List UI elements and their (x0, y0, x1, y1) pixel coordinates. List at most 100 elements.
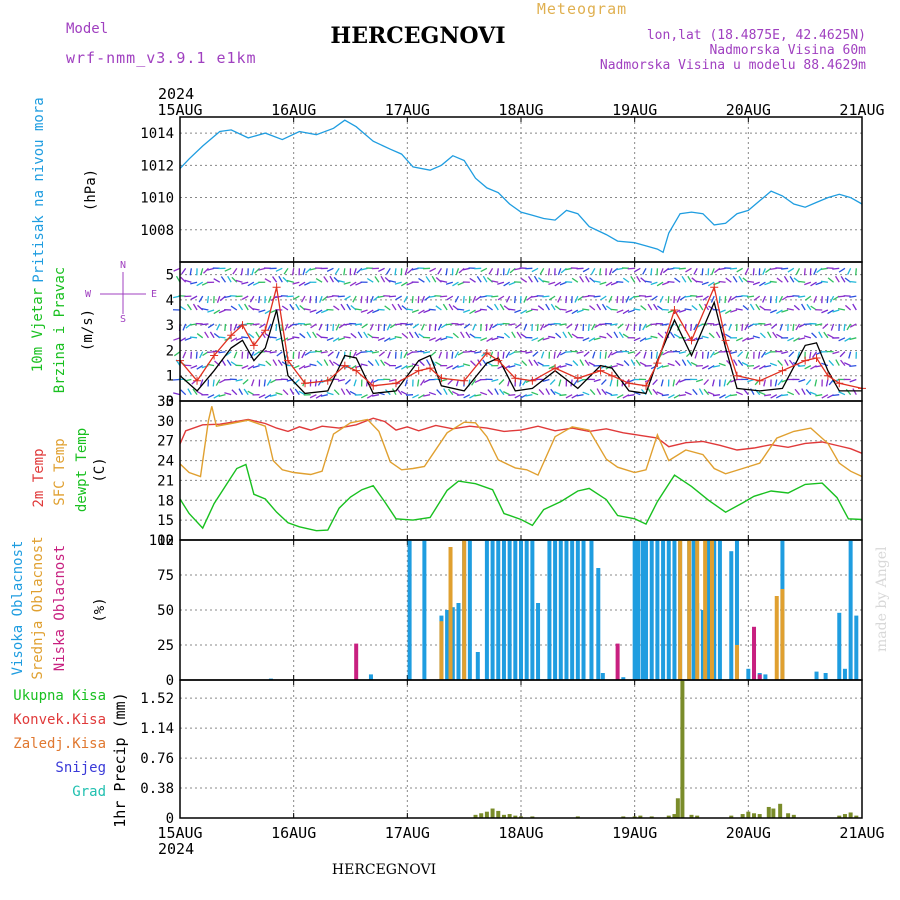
wind-arrow (240, 268, 244, 276)
wind-arrow (801, 388, 806, 396)
wind-gust-point (732, 371, 741, 380)
wind-arrow (604, 351, 607, 359)
x-tick-label-top: 15AUG (157, 101, 202, 119)
wind-arrow (838, 267, 846, 273)
wind-arrow (537, 305, 545, 311)
wind-arrow (784, 359, 789, 366)
wind-arrow (589, 388, 596, 396)
wind-arrow (377, 337, 385, 342)
wind-arrow (238, 303, 244, 311)
wind-arrow (476, 276, 482, 283)
wind-arrow (425, 359, 431, 366)
wind-arrow (370, 295, 374, 303)
wind-arrow (554, 391, 562, 396)
wind-arrow (627, 267, 635, 270)
wind-gust-point (460, 376, 469, 385)
wind-arrow (485, 323, 488, 331)
compass-rose-icon: N S W E (85, 260, 157, 325)
cloud-high-bar (717, 540, 722, 680)
wind-arrow (616, 309, 624, 314)
wind-arrow (764, 364, 772, 368)
station-title: HERCEGNOVI (330, 23, 505, 49)
wind-arrow (243, 388, 249, 396)
wind-arrow (451, 351, 454, 359)
wind-arrow-field (172, 267, 857, 399)
wind-arrow (471, 379, 477, 386)
compass-letter: E (151, 289, 157, 300)
wind-arrow (661, 323, 669, 326)
wind-arrow (574, 295, 579, 303)
wind-arrow (647, 303, 653, 311)
cloud-high-bar (501, 540, 506, 680)
wind-arrow (401, 332, 408, 339)
wind-arrow (318, 323, 323, 331)
wind-arrow (333, 305, 340, 311)
wind-arrow (616, 296, 619, 304)
wind-arrow (452, 365, 459, 370)
wind-arrow (589, 305, 596, 311)
wind-arrow (523, 323, 528, 331)
wind-arrow (463, 323, 471, 329)
wind-arrow (556, 351, 562, 359)
wind-arrow (309, 309, 317, 313)
wind-arrow (258, 363, 266, 367)
cloud-high-bar (581, 540, 586, 680)
wind-arrow (770, 309, 778, 314)
cloud-mid-bar (703, 540, 708, 680)
wind-arrow (505, 351, 511, 359)
wind-arrow (508, 323, 516, 326)
wind-arrow (582, 337, 590, 342)
pressure-line (179, 119, 863, 254)
wind-arrow (527, 276, 533, 283)
cloud-high-bar (484, 540, 489, 680)
wind-arrow (732, 275, 738, 283)
wind-arrow (548, 295, 556, 301)
wind-arrow (726, 379, 732, 386)
wind-arrow (387, 351, 391, 359)
wind-arrow (199, 351, 204, 359)
wind-arrow (762, 268, 766, 276)
wind-arrow (781, 309, 789, 313)
wind-arrow (356, 267, 363, 274)
wind-arrow (277, 359, 283, 366)
precip-bar (672, 814, 677, 818)
wind-arrow (582, 267, 590, 273)
wind-arrow (701, 365, 709, 370)
cloud-high-bar (450, 607, 455, 680)
wind-arrow (849, 364, 857, 368)
wind-arrow (437, 323, 443, 331)
cloud-high-bar (575, 540, 580, 680)
wind-arrow (787, 267, 795, 273)
precip-bar (501, 814, 506, 818)
wind-arrow (805, 388, 812, 396)
wind-arrow (445, 268, 448, 276)
wind-arrow (206, 296, 210, 304)
wind-arrow (437, 267, 442, 275)
wind-arrow (652, 388, 658, 396)
wind-gust-point (755, 376, 764, 385)
wind-arrow (457, 364, 465, 369)
wind-arrow (187, 388, 192, 396)
wind-arrow (650, 268, 653, 276)
wind-arrow (343, 336, 351, 339)
wind-arrow (809, 391, 817, 396)
wind-arrow (436, 389, 442, 396)
cloud-mid-axis-label: Srednja Oblacnost (30, 536, 46, 679)
cloud-mid-bar (462, 540, 467, 680)
wind-arrow (703, 379, 710, 386)
wind-arrow (258, 296, 261, 304)
wind-arrow (220, 276, 226, 283)
wind-arrow (625, 295, 630, 303)
wind-arrow (627, 394, 635, 397)
wind-arrow (190, 281, 198, 285)
precip-bar (479, 813, 484, 818)
wind-arrow (634, 351, 641, 357)
wind-arrow (707, 391, 715, 396)
wind-arrow (429, 267, 437, 273)
wind-arrow (806, 303, 812, 311)
wind-arrow (690, 323, 693, 331)
wind-arrow (592, 351, 596, 359)
wind-arrow (252, 323, 260, 326)
wind-arrow (446, 295, 454, 301)
wind-arrow (656, 281, 664, 287)
